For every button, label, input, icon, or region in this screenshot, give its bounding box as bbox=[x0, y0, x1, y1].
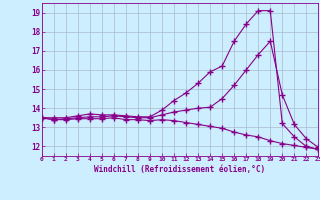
X-axis label: Windchill (Refroidissement éolien,°C): Windchill (Refroidissement éolien,°C) bbox=[94, 165, 266, 174]
